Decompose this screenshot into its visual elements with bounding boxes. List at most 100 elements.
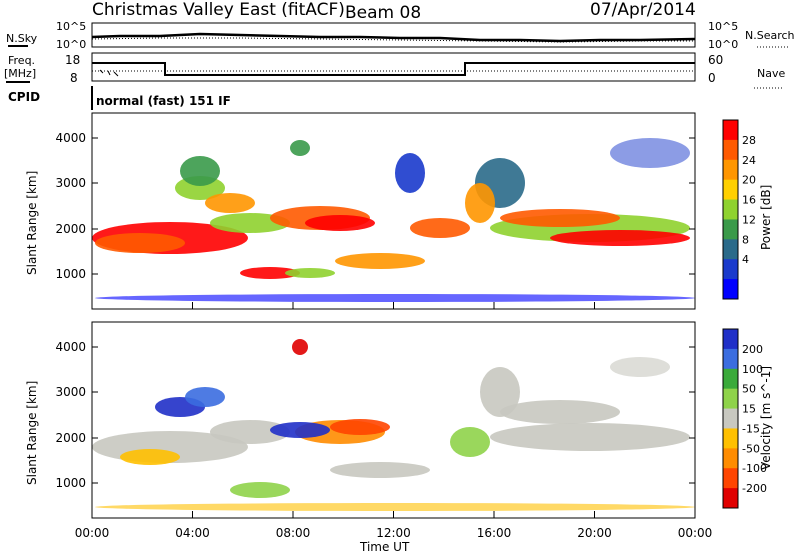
cpid-label: CPID — [8, 90, 40, 104]
echo-region — [95, 233, 185, 253]
colorbar-segment — [723, 139, 738, 161]
colorbar-tick-label: 4 — [742, 253, 749, 266]
echo-region — [550, 230, 690, 246]
nsky-label: N.Sky — [6, 32, 38, 45]
colorbar-segment — [723, 219, 738, 240]
echo-region — [465, 183, 495, 223]
echo-region — [240, 267, 300, 279]
freq-label-1: Freq. — [8, 54, 35, 67]
freq-trace — [92, 62, 695, 76]
colorbar-segment — [723, 368, 738, 390]
echo-region — [230, 482, 290, 498]
beam-label: Beam 08 — [345, 3, 421, 23]
freq-panel — [91, 52, 696, 82]
echo-region — [205, 193, 255, 213]
noise-tick-top-left: 10^5 — [56, 20, 86, 33]
freq-label-2: [MHz] — [4, 67, 36, 80]
colorbar-tick-label: -200 — [742, 482, 767, 495]
freq-tick-8: 8 — [70, 71, 78, 85]
velocity-colorbar: 200 100 50 15 -15 -50 -100 -200 — [722, 328, 767, 509]
y-tick-label: 2000 — [55, 222, 86, 236]
colorbar-segment — [723, 120, 738, 141]
station-title: Christmas Valley East (fitACF) — [92, 0, 345, 20]
x-tick-label: 00:00 — [678, 526, 713, 540]
power-colorbar-label: Power [dB] — [759, 185, 773, 250]
colorbar-tick-label: 8 — [742, 233, 749, 246]
colorbar-segment — [723, 179, 738, 201]
time-axis: 00:00 04:00 08:00 12:00 16:00 20:00 00:00 — [75, 302, 713, 540]
noise-panel — [91, 22, 696, 48]
colorbar-tick-label: 28 — [742, 134, 756, 147]
power-frame — [91, 112, 696, 310]
colorbar-tick-label: 20 — [742, 174, 756, 187]
velocity-yaxis: 4000 3000 2000 1000 — [55, 340, 695, 490]
colorbar-segment — [723, 488, 738, 509]
y-tick-label: 2000 — [55, 431, 86, 445]
power-data-layer — [92, 138, 695, 302]
power-ylabel: Slant Range [km] — [25, 171, 39, 275]
echo-region — [285, 268, 335, 278]
echo-region — [120, 449, 180, 465]
velocity-colorbar-label: Velocity [m s^-1] — [759, 366, 773, 470]
colorbar-tick-label: 16 — [742, 194, 756, 207]
colorbar-segment — [723, 428, 738, 449]
nsky-trace — [91, 32, 696, 43]
nave-tick-0: 0 — [708, 71, 716, 85]
colorbar-tick-label: -15 — [742, 422, 760, 435]
colorbar-segment — [723, 239, 738, 260]
x-tick-label: 20:00 — [577, 526, 612, 540]
echo-region — [210, 420, 290, 444]
power-yaxis: 4000 3000 2000 1000 — [55, 131, 695, 281]
xaxis-label: Time UT — [359, 540, 410, 554]
nsearch-label: N.Search — [745, 29, 795, 42]
echo-region — [450, 427, 490, 457]
power-colorbar: 28 24 20 16 12 8 4 — [722, 119, 756, 300]
colorbar-tick-label: -100 — [742, 462, 767, 475]
x-tick-label: 00:00 — [75, 526, 110, 540]
colorbar-tick-label: 24 — [742, 154, 756, 167]
nave-scatter — [99, 69, 119, 77]
colorbar-segment — [723, 408, 738, 429]
echo-region — [95, 294, 695, 302]
date-label: 07/Apr/2014 — [590, 0, 696, 20]
echo-region — [610, 138, 690, 168]
velocity-data-layer — [92, 339, 695, 511]
y-tick-label: 4000 — [55, 131, 86, 145]
y-tick-label: 3000 — [55, 385, 86, 399]
echo-region — [500, 209, 620, 227]
y-tick-label: 3000 — [55, 176, 86, 190]
velocity-ylabel: Slant Range [km] — [25, 381, 39, 485]
nave-label: Nave — [757, 67, 785, 80]
colorbar-segment — [723, 159, 738, 181]
echo-region — [290, 140, 310, 156]
echo-region — [180, 156, 220, 186]
echo-region — [270, 422, 330, 438]
echo-region — [335, 253, 425, 269]
noise-tick-bottom-left: 10^0 — [56, 38, 86, 51]
colorbar-tick-label: 12 — [742, 213, 756, 226]
freq-tick-18: 18 — [65, 53, 80, 67]
noise-tick-top-right: 10^5 — [708, 20, 738, 33]
nave-tick-60: 60 — [708, 53, 723, 67]
x-tick-label: 12:00 — [376, 526, 411, 540]
colorbar-frame — [722, 328, 739, 509]
echo-region — [490, 423, 690, 451]
echo-region — [185, 387, 225, 407]
colorbar-segment — [723, 259, 738, 280]
power-panel: 4000 3000 2000 1000 Slant Range [km] — [25, 112, 696, 310]
echo-region — [610, 357, 670, 377]
noise-tick-bottom-right: 10^0 — [708, 38, 738, 51]
colorbar-segment — [723, 329, 738, 350]
colorbar-tick-label: 100 — [742, 363, 763, 376]
echo-region — [330, 462, 430, 478]
x-tick-label: 16:00 — [477, 526, 512, 540]
colorbar-tick-label: 50 — [742, 383, 756, 396]
echo-region — [500, 400, 620, 424]
velocity-panel: 4000 3000 2000 1000 Slant Range [km] — [25, 321, 696, 519]
echo-region — [292, 339, 308, 355]
colorbar-tick-label: 200 — [742, 343, 763, 356]
y-tick-label: 1000 — [55, 476, 86, 490]
echo-region — [305, 215, 375, 231]
echo-region — [410, 218, 470, 238]
